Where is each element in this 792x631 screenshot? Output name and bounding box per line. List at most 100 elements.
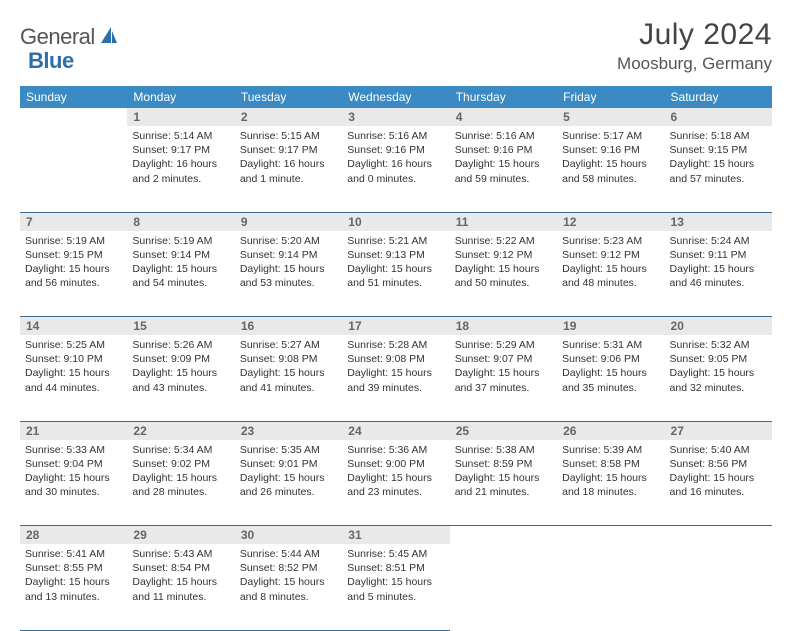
- day-number-cell: 9: [235, 212, 342, 231]
- day-number-cell: 10: [342, 212, 449, 231]
- sunrise-line: Sunrise: 5:15 AM: [240, 129, 337, 143]
- sunset-line: Sunset: 8:55 PM: [25, 561, 122, 575]
- day-cell-text: Sunrise: 5:38 AMSunset: 8:59 PMDaylight:…: [455, 443, 552, 500]
- day-cell: [450, 544, 557, 630]
- day-cell: Sunrise: 5:45 AMSunset: 8:51 PMDaylight:…: [342, 544, 449, 630]
- sunrise-line: Sunrise: 5:19 AM: [25, 234, 122, 248]
- location-label: Moosburg, Germany: [617, 54, 772, 74]
- day-number-cell: 24: [342, 421, 449, 440]
- sunset-line: Sunset: 9:12 PM: [455, 248, 552, 262]
- day1-line: Daylight: 16 hours: [240, 157, 337, 171]
- day2-line: and 48 minutes.: [562, 276, 659, 290]
- sunrise-line: Sunrise: 5:38 AM: [455, 443, 552, 457]
- sunrise-line: Sunrise: 5:44 AM: [240, 547, 337, 561]
- sunrise-line: Sunrise: 5:14 AM: [132, 129, 229, 143]
- sunrise-line: Sunrise: 5:21 AM: [347, 234, 444, 248]
- day-cell: Sunrise: 5:25 AMSunset: 9:10 PMDaylight:…: [20, 335, 127, 421]
- day-cell: Sunrise: 5:31 AMSunset: 9:06 PMDaylight:…: [557, 335, 664, 421]
- day1-line: Daylight: 15 hours: [455, 471, 552, 485]
- day-cell-text: Sunrise: 5:14 AMSunset: 9:17 PMDaylight:…: [132, 129, 229, 186]
- sunset-line: Sunset: 8:58 PM: [562, 457, 659, 471]
- day2-line: and 50 minutes.: [455, 276, 552, 290]
- day1-line: Daylight: 15 hours: [455, 157, 552, 171]
- day2-line: and 18 minutes.: [562, 485, 659, 499]
- day1-line: Daylight: 15 hours: [25, 366, 122, 380]
- day-number-cell: 19: [557, 317, 664, 336]
- day1-line: Daylight: 15 hours: [132, 366, 229, 380]
- day-number-cell: 21: [20, 421, 127, 440]
- sunrise-line: Sunrise: 5:16 AM: [455, 129, 552, 143]
- brand-logo-line2: Blue: [28, 48, 74, 74]
- day1-line: Daylight: 15 hours: [670, 157, 767, 171]
- sunset-line: Sunset: 8:51 PM: [347, 561, 444, 575]
- day2-line: and 13 minutes.: [25, 590, 122, 604]
- day1-line: Daylight: 15 hours: [670, 262, 767, 276]
- day-cell: Sunrise: 5:14 AMSunset: 9:17 PMDaylight:…: [127, 126, 234, 212]
- sunset-line: Sunset: 9:02 PM: [132, 457, 229, 471]
- day-number-cell: 4: [450, 108, 557, 126]
- brand-part1: General: [20, 24, 95, 50]
- sunrise-line: Sunrise: 5:25 AM: [25, 338, 122, 352]
- day1-line: Daylight: 15 hours: [562, 157, 659, 171]
- sunset-line: Sunset: 9:15 PM: [670, 143, 767, 157]
- sunrise-line: Sunrise: 5:27 AM: [240, 338, 337, 352]
- day-cell-text: Sunrise: 5:39 AMSunset: 8:58 PMDaylight:…: [562, 443, 659, 500]
- sunset-line: Sunset: 8:54 PM: [132, 561, 229, 575]
- day-cell-text: Sunrise: 5:35 AMSunset: 9:01 PMDaylight:…: [240, 443, 337, 500]
- day1-line: Daylight: 15 hours: [562, 366, 659, 380]
- day-cell-text: Sunrise: 5:16 AMSunset: 9:16 PMDaylight:…: [455, 129, 552, 186]
- day-number-cell: 30: [235, 526, 342, 545]
- sunrise-line: Sunrise: 5:43 AM: [132, 547, 229, 561]
- month-title: July 2024: [617, 18, 772, 52]
- day2-line: and 44 minutes.: [25, 381, 122, 395]
- sunset-line: Sunset: 9:00 PM: [347, 457, 444, 471]
- day-cell: Sunrise: 5:16 AMSunset: 9:16 PMDaylight:…: [450, 126, 557, 212]
- sunset-line: Sunset: 9:10 PM: [25, 352, 122, 366]
- day-number-cell: [557, 526, 664, 545]
- day2-line: and 26 minutes.: [240, 485, 337, 499]
- day-cell-text: Sunrise: 5:21 AMSunset: 9:13 PMDaylight:…: [347, 234, 444, 291]
- sunset-line: Sunset: 8:56 PM: [670, 457, 767, 471]
- day-cell-text: Sunrise: 5:40 AMSunset: 8:56 PMDaylight:…: [670, 443, 767, 500]
- day-number-cell: [665, 526, 772, 545]
- day-cell: Sunrise: 5:35 AMSunset: 9:01 PMDaylight:…: [235, 440, 342, 526]
- day-cell-text: Sunrise: 5:45 AMSunset: 8:51 PMDaylight:…: [347, 547, 444, 604]
- day-cell-text: Sunrise: 5:22 AMSunset: 9:12 PMDaylight:…: [455, 234, 552, 291]
- day-number-cell: 3: [342, 108, 449, 126]
- day-number-cell: 20: [665, 317, 772, 336]
- day-cell: [557, 544, 664, 630]
- sunrise-line: Sunrise: 5:33 AM: [25, 443, 122, 457]
- sunset-line: Sunset: 9:08 PM: [240, 352, 337, 366]
- day1-line: Daylight: 15 hours: [25, 471, 122, 485]
- sunset-line: Sunset: 9:16 PM: [347, 143, 444, 157]
- day1-line: Daylight: 15 hours: [562, 471, 659, 485]
- weekday-header: Friday: [557, 86, 664, 108]
- day-cell: Sunrise: 5:26 AMSunset: 9:09 PMDaylight:…: [127, 335, 234, 421]
- day-number-row: 123456: [20, 108, 772, 126]
- day1-line: Daylight: 15 hours: [347, 262, 444, 276]
- brand-sail-icon: [99, 25, 119, 50]
- sunset-line: Sunset: 9:14 PM: [240, 248, 337, 262]
- day2-line: and 41 minutes.: [240, 381, 337, 395]
- day1-line: Daylight: 15 hours: [240, 366, 337, 380]
- day1-line: Daylight: 15 hours: [347, 575, 444, 589]
- day-cell-text: Sunrise: 5:24 AMSunset: 9:11 PMDaylight:…: [670, 234, 767, 291]
- sunrise-line: Sunrise: 5:20 AM: [240, 234, 337, 248]
- day-cell: Sunrise: 5:38 AMSunset: 8:59 PMDaylight:…: [450, 440, 557, 526]
- day-number-row: 21222324252627: [20, 421, 772, 440]
- calendar-table: Sunday Monday Tuesday Wednesday Thursday…: [20, 86, 772, 631]
- day2-line: and 5 minutes.: [347, 590, 444, 604]
- day-cell: [665, 544, 772, 630]
- day-cell: Sunrise: 5:39 AMSunset: 8:58 PMDaylight:…: [557, 440, 664, 526]
- day-number-row: 28293031: [20, 526, 772, 545]
- day-cell-text: Sunrise: 5:15 AMSunset: 9:17 PMDaylight:…: [240, 129, 337, 186]
- sunrise-line: Sunrise: 5:36 AM: [347, 443, 444, 457]
- day2-line: and 32 minutes.: [670, 381, 767, 395]
- sunrise-line: Sunrise: 5:16 AM: [347, 129, 444, 143]
- day-cell: Sunrise: 5:44 AMSunset: 8:52 PMDaylight:…: [235, 544, 342, 630]
- day-cell-text: Sunrise: 5:17 AMSunset: 9:16 PMDaylight:…: [562, 129, 659, 186]
- sunset-line: Sunset: 9:01 PM: [240, 457, 337, 471]
- day-cell-text: Sunrise: 5:43 AMSunset: 8:54 PMDaylight:…: [132, 547, 229, 604]
- day-cell-text: Sunrise: 5:33 AMSunset: 9:04 PMDaylight:…: [25, 443, 122, 500]
- day2-line: and 43 minutes.: [132, 381, 229, 395]
